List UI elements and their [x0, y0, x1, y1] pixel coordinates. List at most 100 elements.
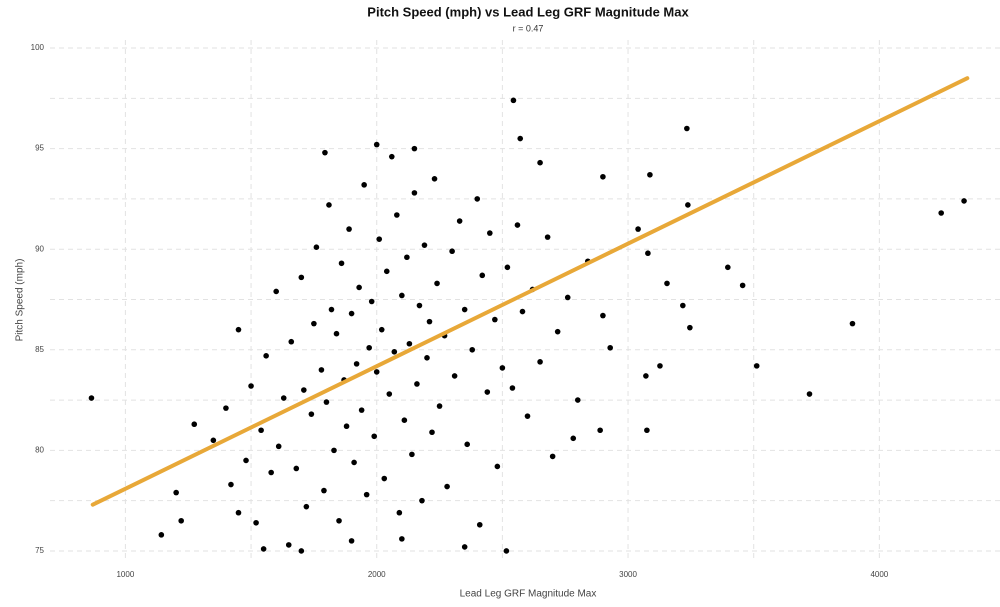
point	[647, 171, 653, 178]
point	[635, 226, 641, 232]
y-tick-label: 100	[31, 43, 45, 52]
point	[424, 355, 430, 361]
point	[554, 328, 561, 335]
point	[509, 385, 516, 391]
point	[333, 330, 340, 337]
point	[492, 316, 498, 323]
point	[487, 230, 493, 236]
point	[298, 548, 305, 554]
point	[322, 149, 328, 156]
point	[178, 517, 184, 524]
point	[537, 159, 543, 166]
point	[346, 226, 352, 232]
point	[664, 280, 670, 287]
y-tick-label: 80	[35, 445, 44, 454]
point	[431, 175, 438, 182]
x-tick-label: 1000	[116, 570, 134, 579]
y-tick-label: 90	[35, 244, 44, 253]
point	[406, 340, 413, 347]
point	[938, 210, 944, 216]
point	[353, 361, 360, 367]
point	[684, 125, 690, 132]
point	[504, 264, 511, 271]
point	[544, 234, 551, 240]
point	[228, 481, 234, 488]
point	[358, 407, 365, 413]
point	[328, 306, 335, 313]
point	[416, 302, 423, 309]
point	[285, 542, 292, 548]
point	[263, 353, 269, 359]
point	[253, 519, 259, 526]
point	[461, 306, 468, 313]
point	[260, 546, 267, 552]
point	[517, 135, 524, 142]
x-tick-label: 3000	[619, 570, 637, 579]
point	[499, 365, 506, 371]
point	[570, 435, 577, 442]
point	[273, 288, 279, 295]
plot-area	[88, 76, 970, 554]
point	[476, 521, 483, 528]
point	[303, 503, 310, 510]
point	[323, 399, 330, 405]
point	[313, 244, 320, 250]
point	[607, 344, 613, 351]
point	[494, 463, 501, 470]
point	[368, 298, 375, 305]
point	[158, 532, 165, 538]
point	[356, 284, 362, 291]
point	[436, 403, 443, 409]
x-axis-label: Lead Leg GRF Magnitude Max	[460, 589, 597, 600]
point	[404, 254, 410, 261]
point	[321, 487, 327, 494]
point	[351, 459, 357, 466]
point	[503, 548, 510, 554]
point	[409, 451, 415, 458]
point	[411, 190, 418, 196]
point	[574, 397, 581, 403]
point	[426, 318, 433, 325]
point	[564, 294, 571, 301]
point	[363, 491, 370, 498]
point	[373, 141, 380, 148]
point	[173, 489, 179, 496]
point	[348, 538, 355, 544]
point	[461, 544, 468, 550]
point	[399, 292, 405, 299]
point	[725, 264, 731, 271]
point	[336, 517, 342, 524]
point	[343, 423, 350, 430]
y-tick-label: 75	[35, 546, 44, 555]
point	[326, 202, 332, 208]
point	[235, 326, 242, 333]
point	[391, 348, 398, 355]
point	[444, 483, 450, 490]
point	[600, 173, 606, 180]
point	[293, 465, 300, 472]
point	[524, 413, 531, 419]
point	[243, 457, 249, 464]
point	[280, 395, 287, 401]
y-tick-label: 85	[35, 345, 44, 354]
point	[961, 198, 967, 204]
point	[376, 236, 383, 242]
point	[849, 320, 856, 327]
trend-line	[90, 76, 970, 507]
point	[338, 260, 345, 267]
point	[318, 367, 325, 373]
point	[301, 387, 307, 393]
point	[371, 433, 378, 440]
point	[361, 182, 367, 188]
x-tick-label: 2000	[368, 570, 386, 579]
point	[479, 272, 486, 279]
point	[739, 282, 746, 289]
grid	[50, 40, 1000, 561]
y-tick-label: 95	[35, 144, 44, 153]
point	[484, 389, 491, 395]
point	[210, 437, 217, 444]
point	[381, 475, 388, 482]
chart-title: Pitch Speed (mph) vs Lead Leg GRF Magnit…	[367, 4, 689, 19]
point	[645, 250, 651, 257]
